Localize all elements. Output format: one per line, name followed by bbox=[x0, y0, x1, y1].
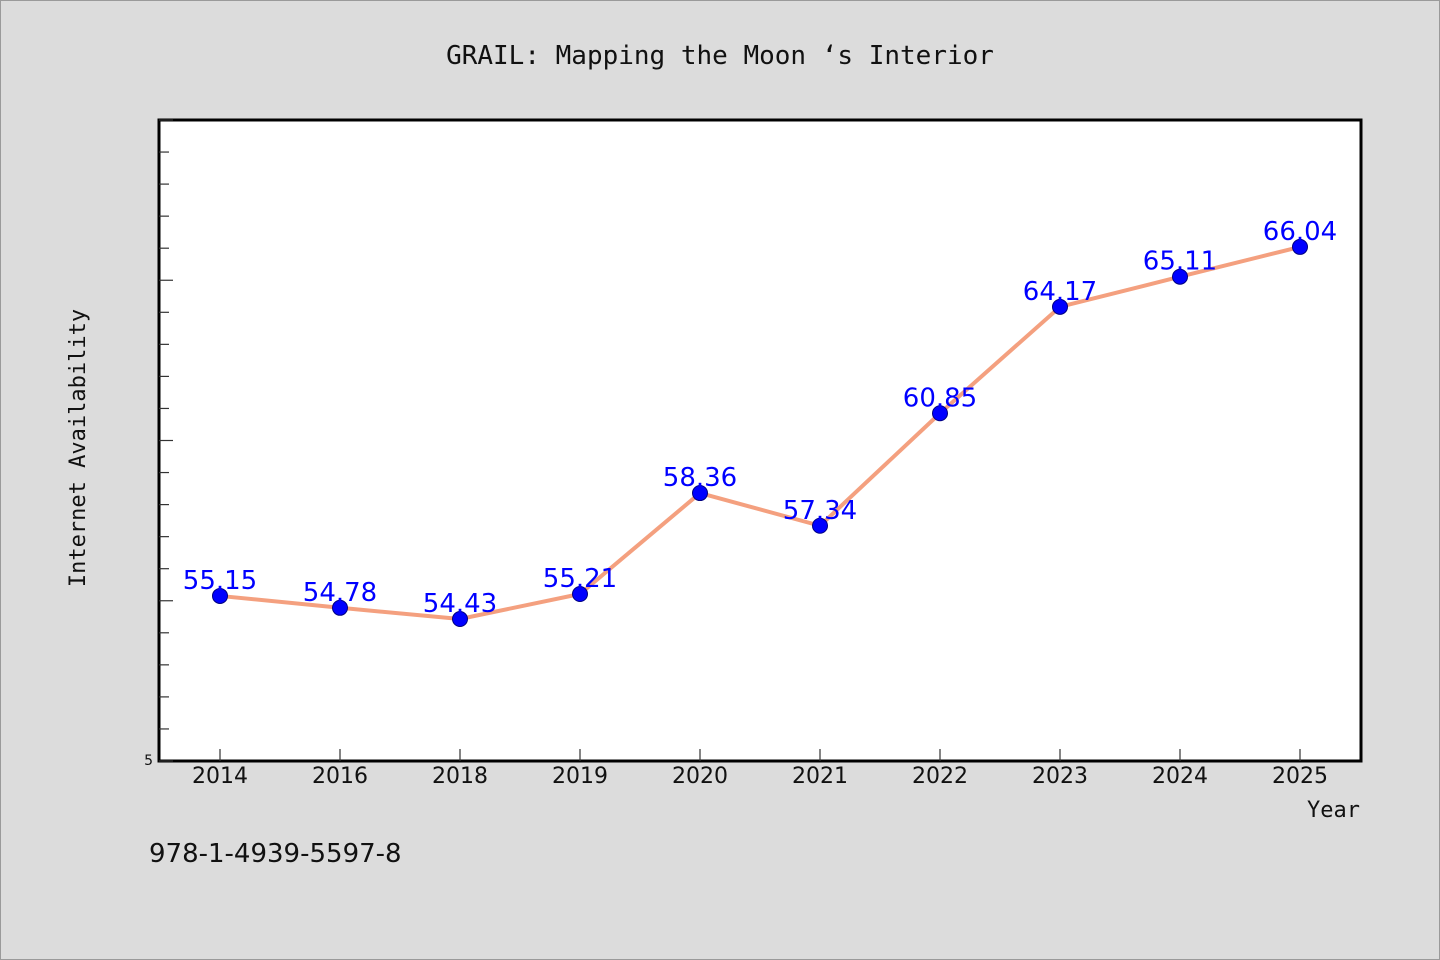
plot-area bbox=[157, 118, 1363, 763]
data-label: 54.43 bbox=[423, 589, 497, 619]
x-tick-label: 2020 bbox=[672, 764, 728, 789]
data-point bbox=[572, 586, 588, 603]
y-tick-label: 5 bbox=[144, 753, 153, 769]
data-point bbox=[1172, 268, 1188, 285]
data-point bbox=[332, 599, 348, 616]
x-tick-label: 2018 bbox=[432, 764, 488, 789]
y-axis-tick-labels: 5 bbox=[144, 753, 153, 769]
data-label: 55.21 bbox=[543, 564, 617, 594]
y-axis-label: Internet Availability bbox=[66, 309, 91, 587]
x-tick-label: 2014 bbox=[192, 764, 248, 789]
data-label: 54.78 bbox=[303, 578, 377, 608]
isbn-text: 978-1-4939-5597-8 bbox=[149, 839, 402, 869]
x-tick-label: 2024 bbox=[1152, 764, 1208, 789]
data-point bbox=[932, 405, 948, 422]
data-point bbox=[452, 611, 468, 628]
x-tick-label: 2022 bbox=[912, 764, 968, 789]
y-axis-ticks bbox=[159, 119, 173, 762]
data-label: 66.04 bbox=[1263, 217, 1337, 247]
data-label: 65.11 bbox=[1143, 247, 1217, 277]
data-label: 60.85 bbox=[903, 383, 977, 413]
x-tick-label: 2025 bbox=[1272, 764, 1328, 789]
data-label: 58.36 bbox=[663, 463, 737, 493]
x-tick-label: 2021 bbox=[792, 764, 848, 789]
x-axis-tick-labels: 2014 2016 2018 2019 2020 2021 2022 2023 2024 2025 bbox=[192, 764, 1328, 789]
data-label: 55.15 bbox=[183, 566, 257, 596]
x-tick-label: 2019 bbox=[552, 764, 608, 789]
data-point bbox=[692, 485, 708, 502]
data-label: 64.17 bbox=[1023, 277, 1097, 307]
data-label: 57.34 bbox=[783, 496, 857, 526]
data-point bbox=[1292, 238, 1308, 255]
data-labels: 55.15 54.78 54.43 55.21 58.36 57.34 60.85 64.17… bbox=[183, 217, 1337, 619]
x-tick-label: 2023 bbox=[1032, 764, 1088, 789]
data-point bbox=[1052, 298, 1068, 315]
series-line bbox=[218, 244, 1302, 622]
x-axis-ticks bbox=[219, 749, 1301, 761]
data-point bbox=[212, 587, 228, 604]
x-tick-label: 2016 bbox=[312, 764, 368, 789]
x-axis-label: Year bbox=[1307, 798, 1360, 823]
chart-title: GRAIL: Mapping the Moon ‘s Interior bbox=[446, 41, 994, 71]
series-markers bbox=[212, 238, 1308, 628]
data-point bbox=[812, 517, 828, 534]
